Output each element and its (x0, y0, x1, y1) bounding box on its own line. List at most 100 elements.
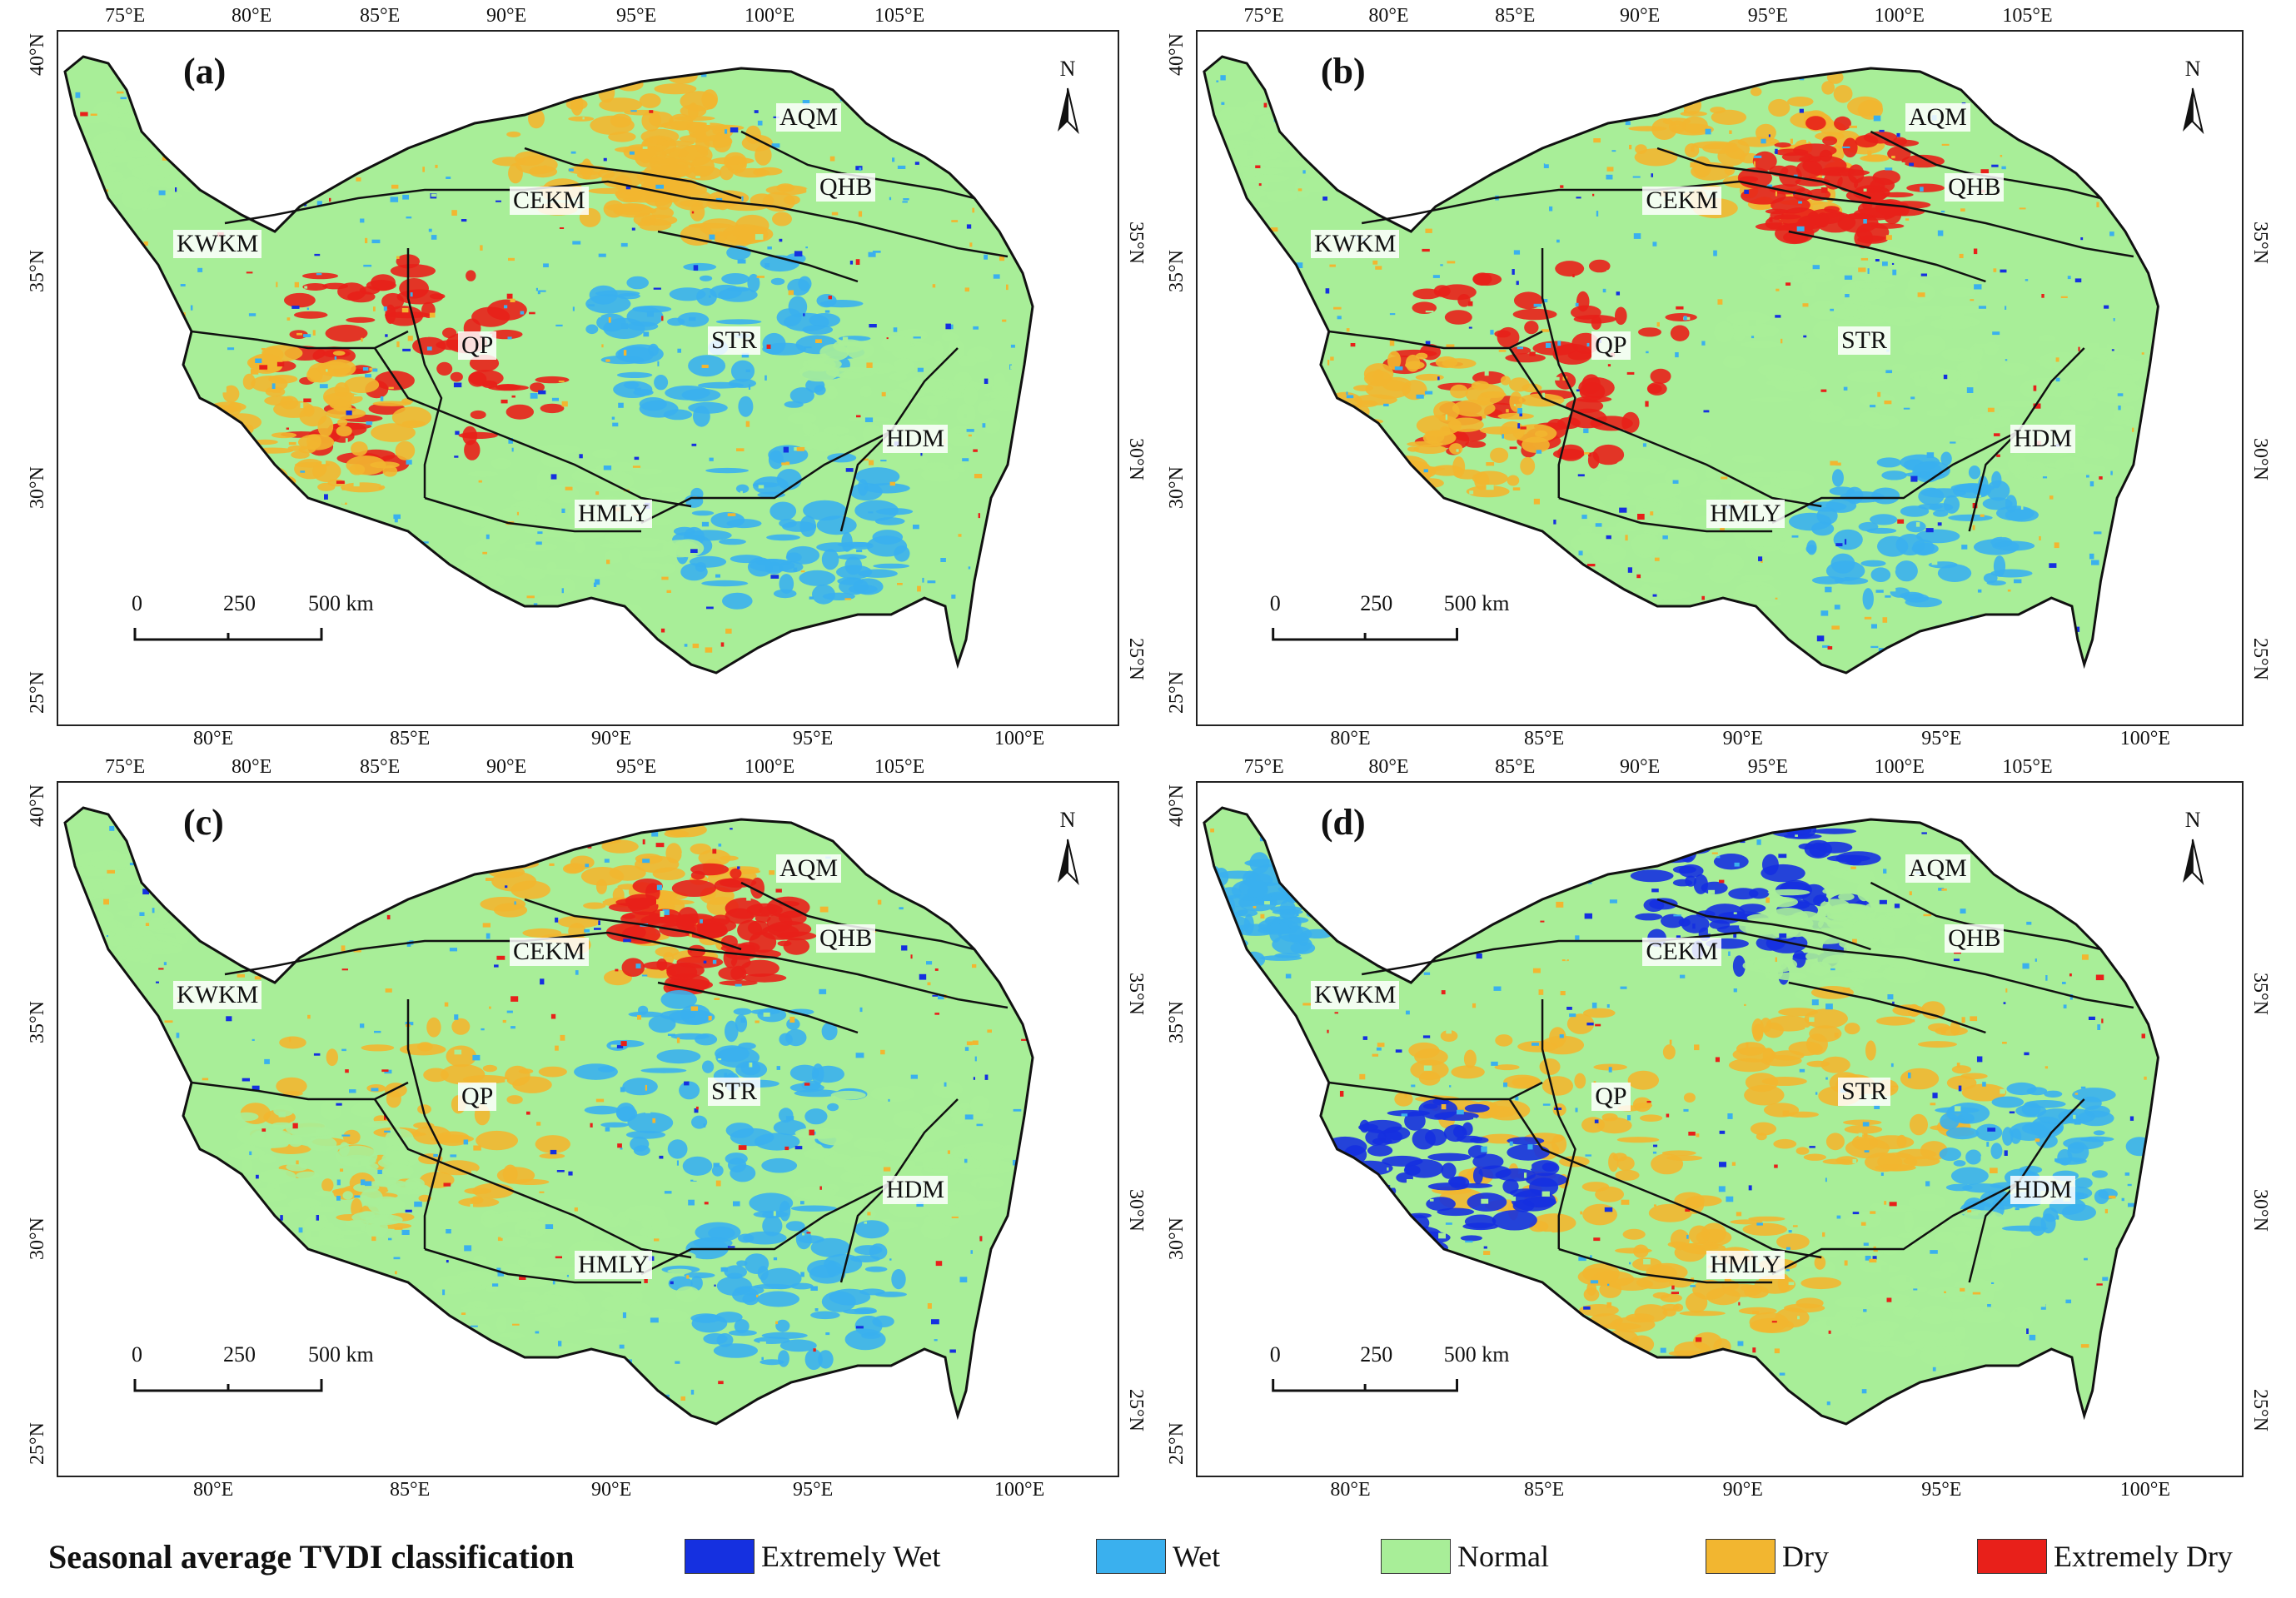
region-boundary (224, 931, 1009, 1009)
region-label-str: STR (1837, 1078, 1890, 1106)
scale-label: 250 (223, 1342, 256, 1367)
left-tick-label: 40°N (26, 784, 48, 827)
bottom-tick-label: 95°E (1921, 728, 1962, 749)
scale-label: 500 km (308, 1342, 374, 1367)
region-boundary (373, 1098, 692, 1259)
left-tick-label: 30°N (1165, 1217, 1188, 1260)
left-tick-label: 35°N (1165, 250, 1188, 292)
region-boundary (1968, 1182, 2020, 1283)
region-boundary (191, 1081, 409, 1101)
bottom-tick-label: 90°E (1722, 1479, 1763, 1501)
right-tick-label: 30°N (1124, 438, 1147, 480)
left-tick-label: 40°N (1165, 33, 1188, 76)
legend: Seasonal average TVDI classification Ext… (0, 1522, 2296, 1589)
left-tick-label: 35°N (26, 1001, 48, 1043)
tvdi-map (63, 806, 1079, 1426)
region-boundary (1328, 330, 1543, 350)
scale-label: 250 (1360, 591, 1393, 615)
region-boundary (1361, 180, 2134, 258)
region-label-kwkm: KWKM (173, 230, 262, 258)
top-tick-label: 80°E (1368, 5, 1409, 27)
bottom-tick-label: 85°E (390, 1479, 431, 1501)
top-tick-label: 75°E (105, 756, 146, 778)
region-label-kwkm: KWKM (173, 981, 262, 1009)
right-tick-label: 25°N (1124, 1389, 1147, 1431)
region-boundary (839, 431, 892, 532)
scale-label: 0 (1269, 1342, 1281, 1367)
region-boundary (1771, 347, 2085, 525)
north-label: N (2184, 808, 2201, 832)
region-boundary (1541, 248, 1576, 498)
right-tick-label: 30°N (1124, 1189, 1147, 1232)
bottom-tick-label: 90°E (591, 728, 632, 749)
region-boundary (1968, 431, 2020, 532)
region-label-str: STR (708, 326, 761, 355)
region-label-kwkm: KWKM (1311, 981, 1400, 1009)
right-tick-label: 30°N (2249, 1189, 2271, 1232)
region-label-cekm: CEKM (1642, 938, 1722, 966)
bottom-tick-label: 100°E (2119, 1479, 2171, 1501)
top-tick-label: 105°E (2002, 5, 2053, 27)
region-label-qhb: QHB (1945, 924, 2005, 953)
left-tick-label: 30°N (1165, 466, 1188, 509)
region-label-aqm: AQM (1905, 854, 1970, 883)
top-tick-label: 95°E (1747, 756, 1789, 778)
top-tick-label: 95°E (616, 756, 657, 778)
panel-label: (d) (1320, 802, 1366, 843)
region-boundary (1788, 230, 1986, 283)
region-boundary (640, 1098, 959, 1276)
region-label-hdm: HDM (2010, 425, 2075, 453)
right-tick-label: 25°N (1124, 638, 1147, 680)
scale-bar (1272, 628, 1459, 641)
north-label: N (1059, 57, 1076, 81)
left-tick-label: 35°N (26, 250, 48, 292)
bottom-tick-label: 95°E (793, 1479, 834, 1501)
legend-swatch (1706, 1539, 1776, 1574)
region-label-aqm: AQM (776, 103, 842, 132)
north-arrow-icon (2183, 839, 2193, 883)
legend-label: Extremely Wet (761, 1540, 941, 1573)
bottom-tick-label: 80°E (1330, 728, 1371, 749)
north-label: N (1059, 808, 1076, 832)
bottom-tick-label: 95°E (793, 728, 834, 749)
bottom-tick-label: 80°E (193, 728, 234, 749)
region-boundary (406, 999, 443, 1249)
region-boundary (524, 147, 742, 200)
normal-class-area (65, 808, 1033, 1424)
region-boundary (1771, 1098, 2085, 1276)
map-panel: (b) AQM QHB CEKM KWKM QP STR HDM HMLY N 0 250 500 km… (1166, 5, 2271, 749)
region-boundary (224, 180, 1009, 258)
bottom-tick-label: 85°E (1524, 1479, 1565, 1501)
tvdi-map (1203, 806, 2204, 1426)
region-label-kwkm: KWKM (1311, 230, 1400, 258)
plateau-outline (1203, 55, 2159, 675)
panel-label: (a) (183, 51, 227, 92)
right-tick-label: 35°N (2249, 973, 2271, 1015)
bottom-tick-label: 90°E (591, 1479, 632, 1501)
legend-swatch (1381, 1539, 1451, 1574)
top-tick-label: 90°E (1620, 5, 1661, 27)
top-tick-label: 100°E (1874, 756, 1925, 778)
legend-label: Dry (1782, 1540, 1829, 1573)
region-boundary (1508, 1098, 1822, 1259)
top-tick-label: 105°E (2002, 756, 2053, 778)
region-boundary (1361, 931, 2134, 1009)
top-tick-label: 80°E (1368, 756, 1409, 778)
left-tick-label: 35°N (1165, 1001, 1188, 1043)
top-tick-label: 75°E (105, 5, 146, 27)
region-label-qp: QP (1591, 1083, 1631, 1111)
bottom-tick-label: 85°E (1524, 728, 1565, 749)
region-label-hmly: HMLY (1706, 1251, 1785, 1279)
north-arrow-icon (1058, 88, 1068, 132)
top-tick-label: 90°E (486, 5, 527, 27)
region-boundary (1558, 1247, 1773, 1284)
north-arrow-icon (1058, 839, 1068, 883)
region-label-qp: QP (458, 1083, 497, 1111)
tvdi-map (1203, 55, 2204, 675)
region-label-aqm: AQM (1905, 103, 1970, 132)
right-tick-label: 30°N (2249, 438, 2271, 480)
region-label-str: STR (708, 1078, 761, 1106)
region-boundary (1558, 496, 1773, 533)
bottom-tick-label: 80°E (1330, 1479, 1371, 1501)
top-tick-label: 90°E (486, 756, 527, 778)
